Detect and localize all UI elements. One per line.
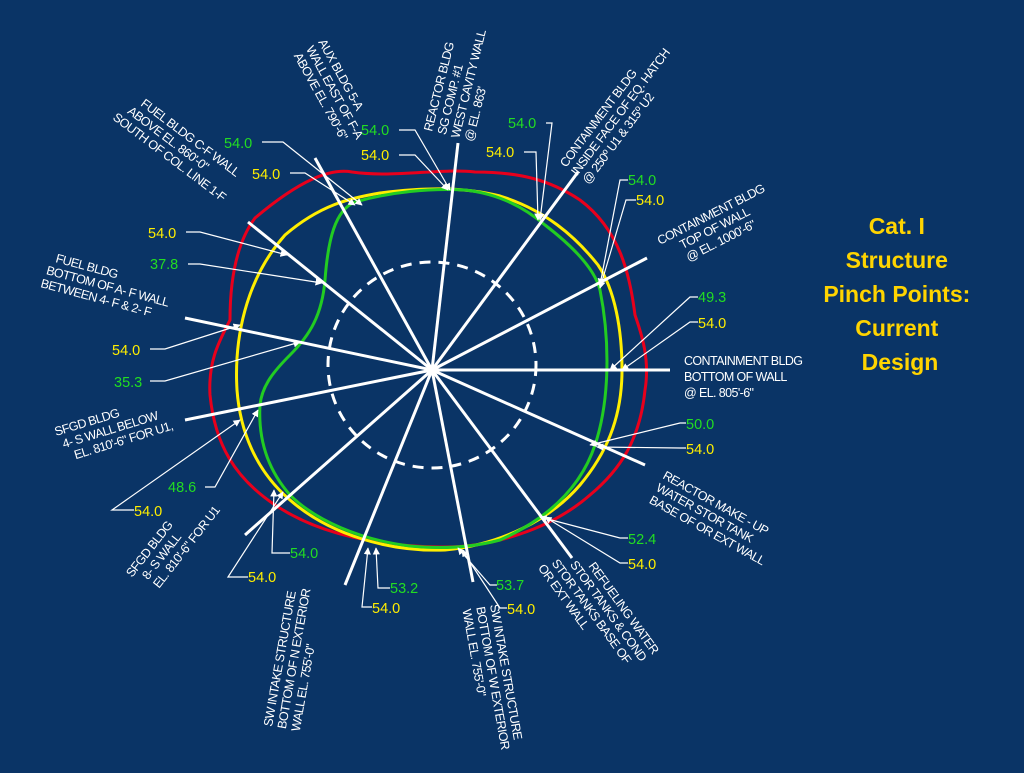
value-label: 50.0	[686, 417, 714, 433]
value-label: 54.0	[361, 123, 389, 139]
center-hub	[429, 367, 435, 373]
leader-rx-2	[399, 154, 449, 191]
value-label: 54.0	[507, 602, 535, 618]
leader-bot-1	[609, 296, 698, 371]
location-label-top-wall: CONTAINMENT BLDG TOP OF WALL @ EL. 1000'…	[655, 180, 782, 272]
value-label: 54.0	[372, 601, 400, 617]
leader-swn-2	[361, 547, 372, 608]
value-label: 54.0	[698, 316, 726, 332]
leader-fa-2	[150, 323, 241, 350]
leader-s4-1	[205, 409, 259, 488]
spoke-sw-w-wall	[430, 369, 475, 583]
value-label: 54.0	[248, 570, 276, 586]
leader-rx-1	[399, 129, 451, 191]
value-label: 54.0	[628, 173, 656, 189]
value-label: 53.2	[390, 581, 418, 597]
spokes	[184, 142, 670, 586]
spoke-sw-n-wall	[343, 369, 434, 586]
leader-s8-2	[226, 491, 284, 578]
leader-fc-2	[186, 231, 288, 257]
location-label-eq-hatch: CONTAINMENT BLDG INSIDE FACE OF EQ. HATC…	[557, 35, 685, 186]
location-label-sw-w-wall: SW INTAKE STRUCTURE BOTTOM OF W EXTERIOR…	[459, 603, 526, 756]
value-label: 53.7	[496, 578, 524, 594]
spoke-eq-hatch	[430, 171, 580, 371]
value-label: 54.0	[636, 193, 664, 209]
red-curve	[208, 169, 649, 549]
value-label: 54.0	[290, 546, 318, 562]
value-label: 54.0	[134, 504, 162, 520]
value-label: 54.0	[148, 226, 176, 242]
leader-swn-1	[372, 547, 390, 589]
leader-sww-2	[461, 549, 507, 609]
value-label: 48.6	[168, 480, 196, 496]
location-label-sw-n-wall: SW INTAKE STRUCTURE BOTTOM OF N EXTERIOR…	[261, 582, 328, 732]
spoke-sfgd-8s	[244, 368, 433, 537]
value-label: 49.3	[698, 290, 726, 306]
value-label: 52.4	[628, 532, 656, 548]
leader-fc-1	[188, 263, 323, 286]
leader-s4-2	[110, 419, 241, 511]
location-label-sfgd-8s: SFGD BLDG 8- S WALL EL. 810'-6" FOR U1	[123, 486, 223, 597]
spoke-makeup-tank	[431, 368, 646, 467]
leader-s8-1	[270, 489, 290, 554]
leader-top-1	[597, 179, 628, 286]
leader-fa-1	[150, 340, 301, 382]
value-label: 35.3	[114, 375, 142, 391]
value-label: 54.0	[486, 145, 514, 161]
location-label-reactor-sg: REACTOR BLDG SG COMP. #1 WEST CAVITY WAL…	[421, 19, 503, 142]
value-label: 54.0	[224, 136, 252, 152]
leader-top-2	[598, 199, 636, 289]
value-labels: 54.0 54.0 54.0 54.0 54.0 54.0 54.0 54.0 …	[112, 116, 726, 618]
spoke-aux-bldg	[313, 157, 434, 371]
spoke-fuel-af	[184, 316, 433, 372]
location-label-sfgd-4s: SFGD BLDG 4- S WALL BELOW EL. 810'-6" FO…	[53, 392, 175, 466]
inner-dashed-circle	[326, 260, 538, 470]
spoke-top-wall	[431, 256, 648, 372]
leader-bot-2	[621, 321, 698, 371]
page-title: Cat. I Structure Pinch Points: Current D…	[823, 213, 976, 375]
value-label: 54.0	[686, 442, 714, 458]
value-label: 54.0	[112, 343, 140, 359]
leader-mk-2	[596, 443, 686, 451]
leader-rf-2	[544, 516, 628, 564]
leader-rf-1	[539, 515, 628, 539]
value-label: 54.0	[628, 557, 656, 573]
value-label: 54.0	[361, 148, 389, 164]
value-label: 54.0	[252, 167, 280, 183]
spoke-sfgd-4s	[184, 368, 433, 422]
value-label: 54.0	[508, 116, 536, 132]
value-label: 37.8	[150, 257, 178, 273]
spoke-fuel-cf	[247, 220, 433, 372]
location-label-makeup-tank: REACTOR MAKE - UP WATER STOR TANK BASE O…	[647, 468, 781, 568]
leader-hatch-2	[524, 151, 542, 221]
leader-aux-2	[290, 172, 356, 206]
location-label-bottom-wall: CONTAINMENT BLDG BOTTOM OF WALL @ EL. 80…	[684, 354, 805, 400]
leader-aux-1	[262, 141, 363, 206]
leader-mk-1	[589, 422, 686, 447]
leader-hatch-1	[537, 122, 553, 221]
spoke-reactor-sg	[430, 142, 460, 371]
location-labels: AUX BLDG 5-A WALL EAST OF F-A ABOVE EL. …	[39, 19, 805, 756]
leader-lines	[110, 122, 698, 609]
spoke-refueling-tank	[430, 369, 574, 559]
